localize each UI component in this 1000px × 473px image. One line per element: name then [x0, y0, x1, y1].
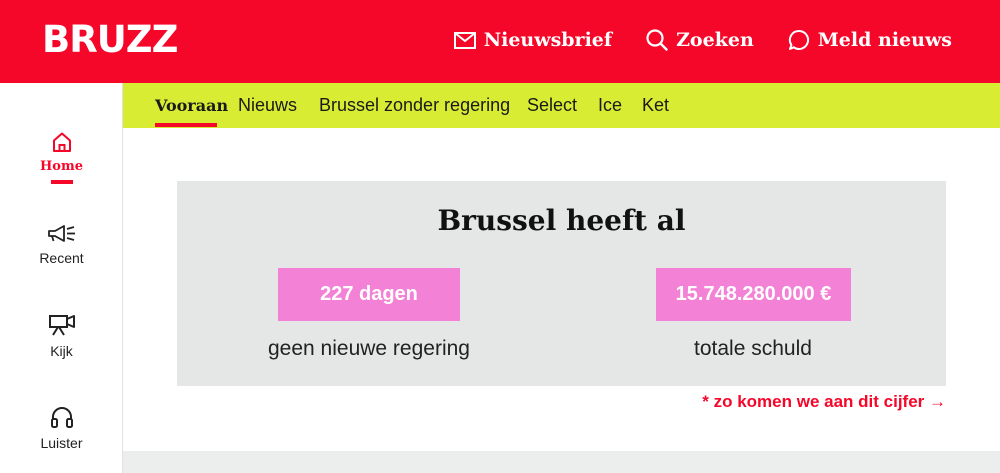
- top-header: BRUZZ Nieuwsbrief Zoeken Meld nieuws: [0, 0, 1000, 83]
- newsletter-button[interactable]: Nieuwsbrief: [453, 26, 613, 54]
- video-camera-icon: [48, 315, 75, 336]
- chat-bubble-icon: [788, 29, 809, 50]
- sidebar-item-kijk[interactable]: Kijk: [0, 313, 123, 359]
- sidebar: Home Recent Kijk Luister: [0, 83, 123, 473]
- sidebar-item-recent[interactable]: Recent: [0, 224, 123, 266]
- bruzz-logo[interactable]: BRUZZ: [42, 18, 178, 61]
- nav-item-select[interactable]: Select: [527, 95, 578, 115]
- nav-item-brussel-zonder-regering[interactable]: Brussel zonder regering: [319, 95, 511, 115]
- sidebar-item-label: Luister: [40, 435, 83, 451]
- sidebar-item-label: Recent: [39, 250, 84, 266]
- debt-counter-badge: 15.748.280.000 €: [656, 268, 851, 321]
- nav-active-indicator: [155, 123, 217, 127]
- section-nav: Vooraan Nieuws Brussel zonder regering S…: [123, 83, 1000, 128]
- government-counter: Brussel heeft al 227 dagen 15.748.280.00…: [177, 181, 946, 386]
- active-indicator: [50, 180, 73, 184]
- next-section-strip: [123, 451, 1000, 473]
- sidebar-item-luister[interactable]: Luister: [0, 405, 123, 451]
- days-caption: geen nieuwe regering: [268, 337, 470, 360]
- newsletter-label: Nieuwsbrief: [483, 29, 613, 51]
- search-label: Zoeken: [676, 29, 754, 51]
- headphones-icon: [50, 407, 73, 428]
- debt-caption: totale schuld: [694, 337, 812, 360]
- home-icon: [52, 132, 71, 152]
- search-button[interactable]: Zoeken: [646, 26, 754, 54]
- header-actions: Nieuwsbrief Zoeken Meld nieuws: [420, 26, 952, 54]
- nav-item-ket[interactable]: Ket: [642, 95, 670, 115]
- report-news-button[interactable]: Meld nieuws: [788, 26, 952, 54]
- search-icon: [646, 29, 668, 51]
- days-counter-badge: 227 dagen: [278, 268, 460, 321]
- counter-title: Brussel heeft al: [437, 204, 686, 237]
- nav-item-nieuws[interactable]: Nieuws: [238, 95, 298, 115]
- nav-item-ice[interactable]: Ice: [598, 95, 623, 115]
- report-news-label: Meld nieuws: [817, 29, 952, 51]
- sidebar-item-home[interactable]: Home: [0, 131, 123, 184]
- debt-explanation-link[interactable]: * zo komen we aan dit cijfer →: [702, 392, 946, 411]
- sidebar-item-label: Home: [40, 159, 83, 174]
- nav-item-vooraan[interactable]: Vooraan: [155, 96, 229, 115]
- mail-icon: [453, 31, 476, 49]
- megaphone-icon: [47, 225, 75, 242]
- sidebar-item-label: Kijk: [50, 343, 73, 359]
